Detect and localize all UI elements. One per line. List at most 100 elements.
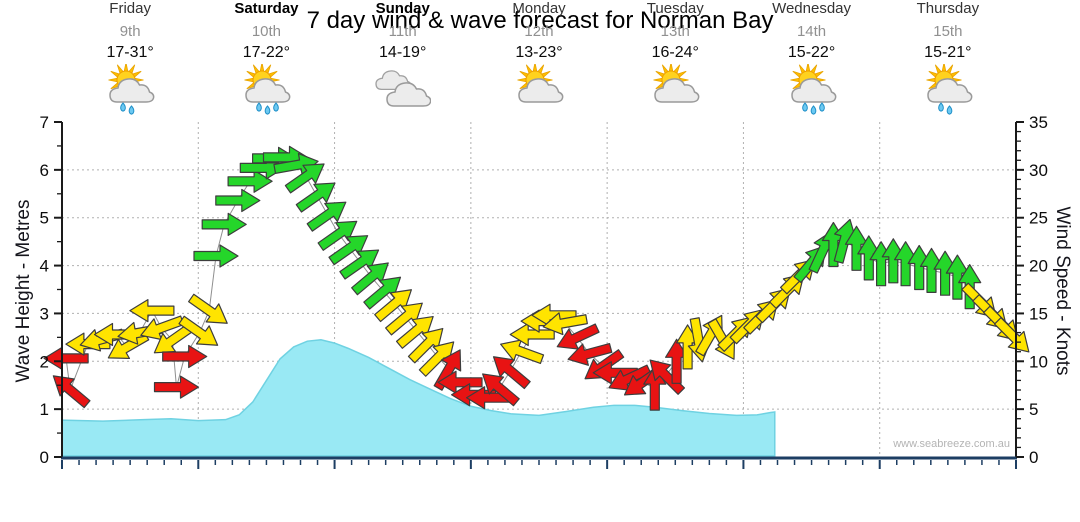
temp-range: 14-19°	[379, 44, 427, 61]
wind-arrow-icon	[178, 315, 219, 346]
day-date-label: 14th	[796, 23, 827, 40]
wind-arrow-icon	[140, 315, 185, 341]
wind-arrow-icon	[339, 249, 380, 280]
temp-range: 16-24°	[651, 44, 699, 61]
sun-cloud-icon	[517, 64, 564, 103]
left-tick-label: 5	[40, 209, 49, 228]
x-axis-ticks	[61, 460, 1017, 469]
wind-arrow-icon	[993, 317, 1030, 353]
day-name-label: Saturday	[234, 0, 299, 17]
wind-arrow-icon	[592, 361, 638, 385]
wind-arrow-icon	[306, 201, 347, 232]
right-axis-title: Wind Speed - Knots	[1052, 206, 1073, 376]
cloudy-icon	[375, 70, 431, 107]
left-tick-label: 6	[40, 161, 49, 180]
wind-arrow-icon	[363, 276, 402, 310]
right-tick-label: 20	[1029, 257, 1048, 276]
wave-height-area	[61, 338, 776, 457]
wind-arrow-icon	[492, 356, 531, 390]
day-name-label: Monday	[512, 0, 566, 17]
temperature-row: 17-31° 17-22° 14-19° 13-23° 16-24° 15-22° 15-2…	[0, 44, 1080, 120]
wind-arrow-icon	[881, 238, 905, 284]
left-tick-label: 3	[40, 304, 49, 323]
wind-arrow-icon	[482, 373, 520, 407]
weather-icons-row	[0, 64, 1080, 122]
wind-arrows	[43, 145, 1030, 411]
wind-arrow-icon	[608, 364, 652, 391]
wind-arrow-icon	[374, 289, 412, 323]
gridlines	[62, 122, 1016, 457]
day-name-label: Wednesday	[772, 0, 852, 17]
sun-cloud-icon	[653, 64, 700, 103]
wind-arrow-icon	[556, 323, 600, 350]
sun-cloud-light-rain-icon	[108, 64, 155, 115]
wind-arrow-icon	[193, 244, 239, 268]
wind-arrow-icon	[933, 250, 957, 296]
left-tick-label: 0	[40, 448, 49, 467]
temp-range: 15-22°	[787, 44, 836, 61]
wind-arrow-icon	[844, 225, 869, 271]
wind-arrow-icon	[567, 342, 613, 366]
right-tick-label: 5	[1029, 400, 1038, 419]
wind-arrow-icon	[893, 241, 918, 287]
day-date-label: 10th	[251, 23, 282, 40]
wind-arrow-icon	[284, 163, 325, 194]
sun-cloud-light-rain-icon	[926, 64, 973, 115]
wind-arrow-icon	[649, 359, 686, 395]
right-tick-label: 15	[1029, 304, 1048, 323]
left-tick-label: 1	[40, 400, 49, 419]
wind-arrow-icon	[162, 344, 208, 369]
left-tick-label: 2	[40, 352, 49, 371]
x-axis-day-labels: Friday 9th Saturday 10th Sunday 11th Monday 12t…	[0, 0, 1080, 60]
wind-arrow-icon	[833, 218, 857, 264]
right-tick-label: 25	[1029, 209, 1048, 228]
right-tick-label: 0	[1029, 448, 1038, 467]
sun-cloud-rain-icon	[789, 64, 836, 115]
day-date-label: 9th	[119, 23, 141, 40]
wind-arrow-icon	[664, 338, 689, 384]
watermark: www.seabreeze.com.au	[893, 438, 1010, 450]
right-tick-label: 35	[1029, 113, 1048, 132]
day-date-label: 13th	[660, 23, 690, 40]
temp-range: 13-23°	[515, 44, 563, 61]
day-name-label: Friday	[109, 0, 151, 17]
wind-arrow-icon	[395, 315, 434, 349]
left-axis-title: Wave Height - Metres	[13, 199, 34, 383]
wind-arrow-icon	[907, 244, 931, 291]
wind-arrow-icon	[317, 220, 358, 251]
wind-arrow-icon	[919, 247, 944, 293]
day-date-label: 12th	[524, 23, 554, 40]
right-tick-label: 30	[1029, 161, 1048, 180]
wind-arrow-icon	[351, 262, 389, 296]
wind-arrow-icon	[328, 235, 369, 266]
temp-range: 17-31°	[106, 44, 154, 61]
wind-arrow-icon	[437, 370, 483, 394]
tick-labels: 0 1 2 3 4 5 6 7 0 5 10 15 20 25 30 35	[40, 113, 1048, 467]
wind-arrow-icon	[295, 182, 336, 213]
wind-arrow-icon	[542, 312, 588, 336]
day-name-label: Thursday	[916, 0, 980, 17]
wind-arrow-icon	[201, 212, 247, 236]
right-tick-label: 10	[1029, 352, 1048, 371]
wind-arrow-icon	[129, 299, 175, 323]
wind-arrow-icon	[407, 327, 444, 364]
wind-arrow-icon	[418, 341, 455, 377]
day-date-label: 11th	[388, 23, 417, 40]
day-date-label: 15th	[933, 23, 963, 40]
wind-arrow-icon	[187, 293, 228, 324]
temp-range: 17-22°	[242, 44, 291, 61]
wind-arrow-icon	[945, 254, 970, 300]
axis-ticks	[54, 121, 1024, 458]
day-name-label: Sunday	[375, 0, 430, 17]
wind-arrow-icon	[215, 188, 261, 213]
wind-arrow-icon	[500, 339, 545, 365]
day-name-label: Tuesday	[646, 0, 704, 17]
wind-arrow-icon	[385, 302, 423, 336]
wind-arrow-icon	[227, 169, 273, 193]
wind-arrow-icon	[857, 235, 881, 281]
temp-range: 15-21°	[924, 44, 972, 61]
wind-arrow-icon	[52, 375, 91, 409]
wind-arrow-icon	[153, 375, 200, 399]
